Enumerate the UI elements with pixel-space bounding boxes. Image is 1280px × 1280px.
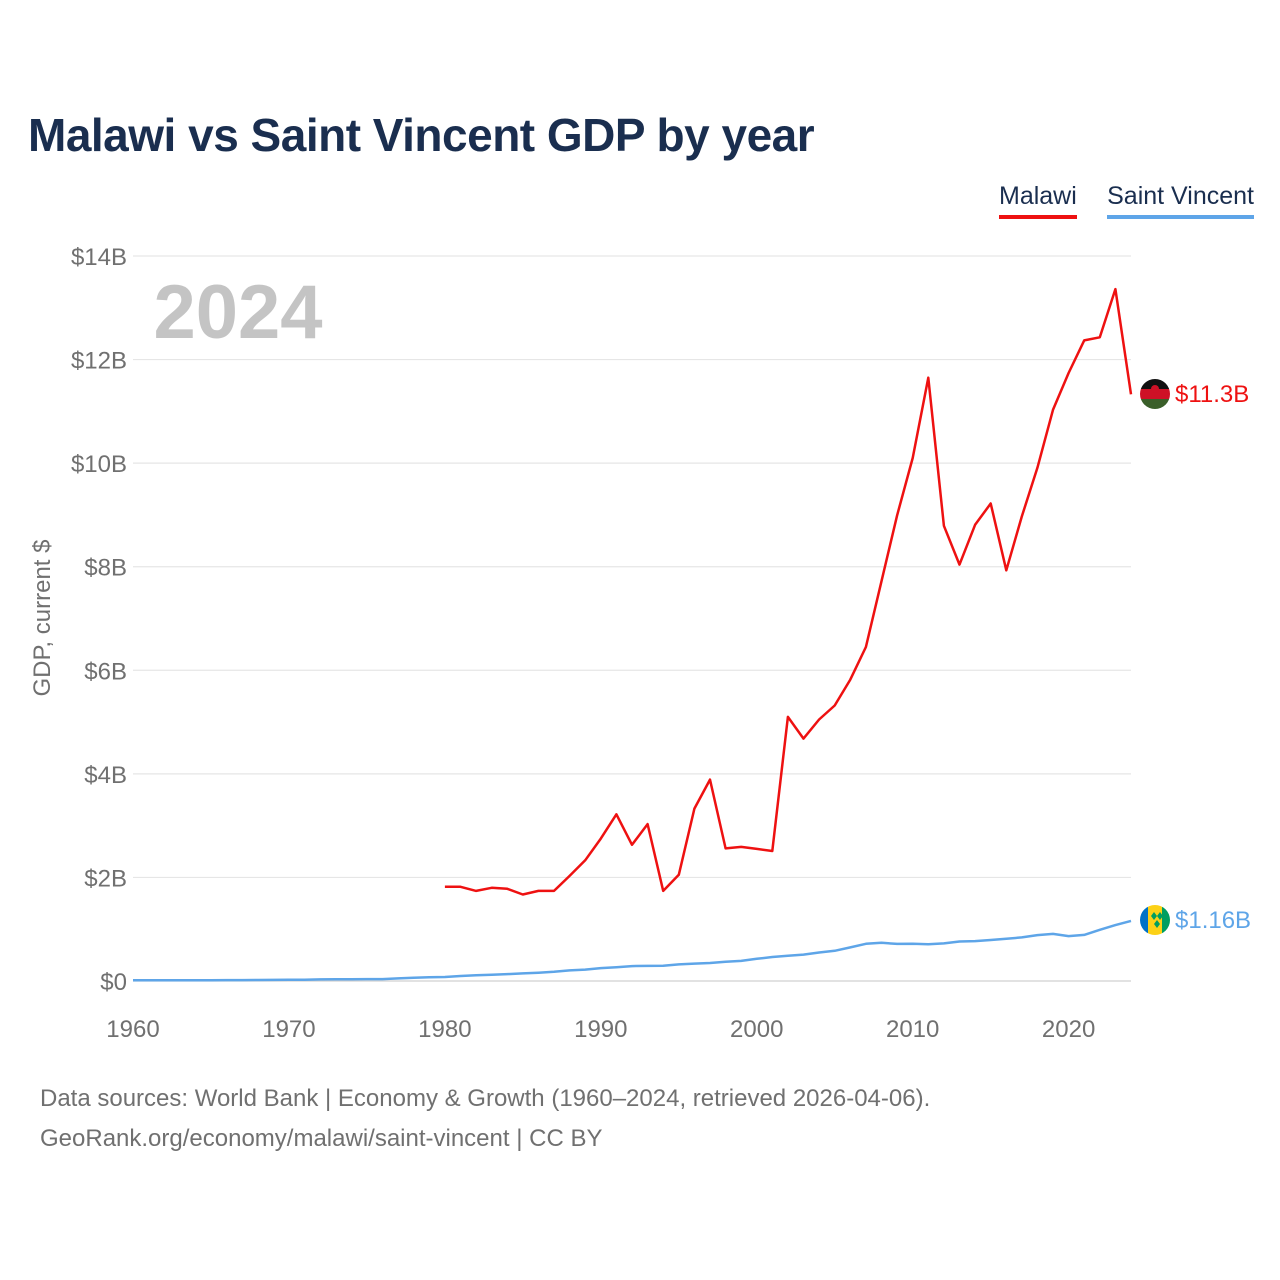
data-source-note: Data sources: World Bank | Economy & Gro… [40,1085,931,1112]
gdp-line-chart: $0$2B$4B$6B$8B$10B$12B$14B 1960 1970 1980 1… [29,244,1251,1043]
y-axis-label: GDP, current $ [29,540,56,697]
y-tick-label: $0 [100,969,127,996]
x-tick-label: 2010 [886,1016,939,1043]
y-tick-label: $12B [71,348,127,375]
saint-vincent-flag-icon [1140,905,1170,935]
y-tick-label: $4B [84,762,127,789]
malawi-flag-icon [1140,379,1170,409]
y-axis-ticks: $0 $2B $4B $6B $8B $10B $12B $14B [71,244,127,996]
x-tick-label: 1960 [106,1016,159,1043]
source-url: GeoRank.org/economy/malawi/saint-vincent… [40,1125,603,1152]
x-tick-label: 2020 [1042,1016,1095,1043]
gridlines [133,255,1131,982]
chart-title: Malawi vs Saint Vincent GDP by year [28,109,815,161]
series-line-saint-vincent [133,919,1132,982]
end-label-saint-vincent: $1.16B [1175,907,1251,934]
year-watermark: 2024 [153,270,322,355]
x-tick-label: 1990 [574,1016,627,1043]
end-label-malawi: $11.3B [1175,381,1249,408]
x-tick-label: 1980 [418,1016,471,1043]
y-tick-label: $2B [84,865,127,892]
y-tick-label: $8B [84,555,127,582]
x-axis-ticks: 1960 1970 1980 1990 2000 2010 2020 [106,1016,1095,1043]
x-tick-label: 2000 [730,1016,783,1043]
y-tick-label: $6B [84,658,127,685]
legend-item-saint-vincent[interactable]: Saint Vincent [1107,182,1254,219]
y-tick-label: $14B [71,244,127,271]
x-tick-label: 1970 [262,1016,315,1043]
series-line-malawi [444,287,1133,896]
y-tick-label: $10B [71,451,127,478]
legend-item-malawi[interactable]: Malawi [999,182,1077,219]
